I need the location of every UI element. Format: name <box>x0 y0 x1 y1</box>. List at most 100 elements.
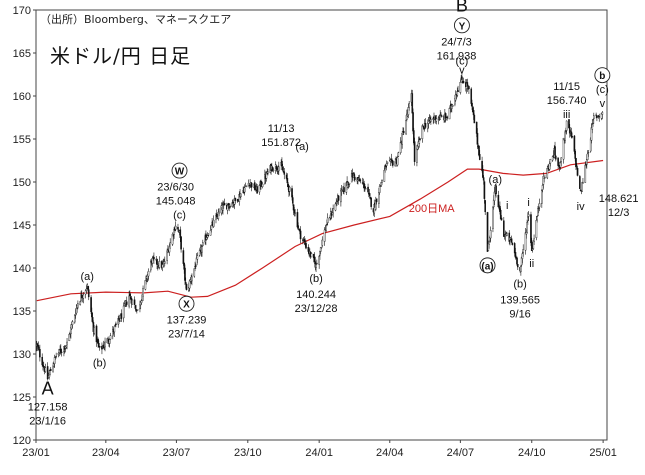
candle-body <box>310 253 313 258</box>
candle-body <box>283 171 286 175</box>
y-tick-label: 135 <box>13 306 31 318</box>
candle-body <box>532 240 535 249</box>
candle-body <box>551 156 554 161</box>
x-tick-label: 23/04 <box>92 447 120 459</box>
annotation-label: v <box>600 98 606 110</box>
candle-body <box>424 123 427 128</box>
candle-body <box>65 345 68 348</box>
candle-body <box>87 289 90 298</box>
candle-body <box>305 242 307 249</box>
candle-body <box>565 130 567 133</box>
candle-body <box>564 131 566 141</box>
annotation-label: 161.938 <box>437 50 477 62</box>
annotation-label: 23/7/14 <box>168 329 205 341</box>
candle-body <box>234 197 237 201</box>
candle-body <box>457 90 459 92</box>
candle-body <box>368 193 371 197</box>
candle-body <box>210 225 213 230</box>
candle-body <box>258 185 261 193</box>
wave-label-circle <box>453 17 470 34</box>
annotation-label: (c) <box>596 84 609 96</box>
annotation-label: 156.740 <box>547 95 587 107</box>
candle-body <box>492 206 494 229</box>
annotation-label: i <box>527 197 529 209</box>
y-tick-label: 140 <box>13 263 31 275</box>
candle-body <box>104 341 106 348</box>
candle-body <box>42 366 45 368</box>
candle-body <box>354 176 356 180</box>
candle-body <box>316 262 318 265</box>
candle-body <box>538 203 541 208</box>
candle-body <box>318 256 320 265</box>
candle-body <box>70 324 73 330</box>
chart-source: （出所）Bloomberg、マネースクエア <box>40 13 232 26</box>
candle-body <box>576 168 579 176</box>
candle-body <box>486 212 489 252</box>
candle-body <box>193 268 196 277</box>
candle-body <box>593 115 595 119</box>
candle-body <box>343 187 345 193</box>
candle-body <box>97 338 99 344</box>
candle-body <box>60 349 62 353</box>
candle-body <box>281 166 284 171</box>
candle-body <box>73 315 76 323</box>
candle-body <box>49 368 52 372</box>
candle-body <box>475 121 478 134</box>
candle-body <box>253 182 256 190</box>
candle-body <box>288 186 291 192</box>
candle-body <box>560 157 563 162</box>
x-tick-label: 24/01 <box>305 447 333 459</box>
annotation-label: (a) <box>80 271 93 283</box>
candle-body <box>267 171 269 174</box>
candle-body <box>522 249 525 254</box>
candle-body <box>108 339 111 344</box>
candle-body <box>118 318 120 321</box>
candle-body <box>245 185 248 187</box>
candle-body <box>582 182 584 184</box>
candle-body <box>516 257 518 265</box>
candle-body <box>91 312 93 318</box>
candle-body <box>397 152 400 157</box>
x-tick-label: 25/01 <box>589 447 617 459</box>
candle-body <box>407 107 410 115</box>
candle-body <box>412 112 414 132</box>
candle-body <box>85 288 88 291</box>
candle-body <box>71 321 74 325</box>
candle-body <box>557 157 559 166</box>
candle-body <box>319 250 321 256</box>
candle-body <box>120 313 123 320</box>
candle-body <box>107 338 109 342</box>
candle-body <box>495 185 497 195</box>
candle-body <box>353 173 355 177</box>
candle-body <box>240 193 242 198</box>
candle-body <box>378 192 380 204</box>
candle-body <box>405 120 407 135</box>
candle-body <box>448 107 451 120</box>
candle-body <box>139 304 141 310</box>
annotation-label: (a) <box>489 174 502 186</box>
candle-body <box>386 162 389 164</box>
candle-body <box>144 280 147 290</box>
candle-body <box>546 168 549 179</box>
candle-body <box>544 177 546 179</box>
candle-body <box>573 135 576 152</box>
candle-body <box>478 154 481 160</box>
candle-body <box>202 242 204 246</box>
candle-body <box>444 113 447 119</box>
candle-body <box>57 353 60 355</box>
candle-body <box>134 305 137 309</box>
candle-body <box>527 214 530 217</box>
candle-body <box>42 365 44 367</box>
candle-body <box>430 119 432 122</box>
candle-body <box>541 185 544 190</box>
candle-body <box>476 132 479 145</box>
annotation-label: i <box>506 200 508 212</box>
candle-body <box>590 127 593 141</box>
candle-body <box>592 119 594 124</box>
candle-body <box>49 370 51 375</box>
candle-body <box>601 112 604 115</box>
candle-body <box>380 182 383 187</box>
wave-label: (a) <box>481 261 493 272</box>
candle-body <box>201 246 203 253</box>
candle-body <box>41 356 44 366</box>
